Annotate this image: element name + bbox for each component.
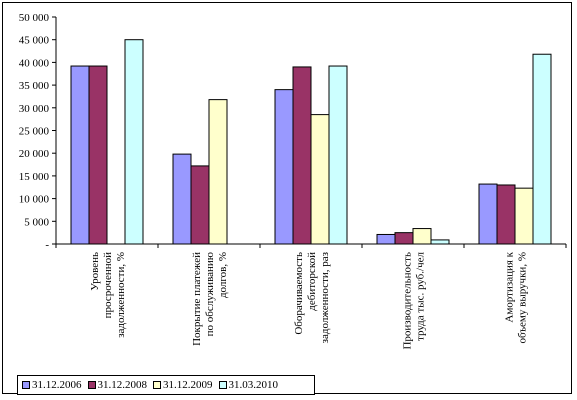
y-tick-label: 15 000 <box>19 171 50 183</box>
y-tick-label: 20 000 <box>19 148 50 160</box>
y-tick-label: 40 000 <box>19 57 50 69</box>
legend-item: 31.03.2010 <box>218 379 279 391</box>
bar <box>328 65 348 245</box>
legend-label: 31.12.2008 <box>97 379 148 391</box>
y-tick-label: 25 000 <box>19 126 50 138</box>
bar <box>532 53 552 245</box>
bars <box>70 39 552 245</box>
category-label: задолженности, раз <box>319 252 331 343</box>
bar <box>394 232 414 245</box>
category-label: объему выручки, % <box>517 252 529 343</box>
bar <box>478 183 498 245</box>
bar <box>496 184 516 245</box>
category-label: долгов, % <box>217 252 229 298</box>
y-tick-label: 35 000 <box>19 80 50 92</box>
category-labels: Уровень просроченной задолженности, % Покры… <box>89 251 529 349</box>
bar <box>172 153 192 245</box>
chart-plot: - 5 000 10 000 15 000 20 000 25 000 30 000 35 0… <box>19 12 567 350</box>
bar <box>430 239 450 245</box>
category-label: Уровень <box>89 252 101 291</box>
bar <box>274 89 294 245</box>
chart-frame: - 5 000 10 000 15 000 20 000 25 000 30 000 35 0… <box>2 2 572 395</box>
legend-item: 31.12.2006 <box>22 379 82 391</box>
x-axis <box>55 243 567 248</box>
y-tick-label: 5 000 <box>24 216 49 228</box>
category-label: по обслуживанию <box>204 252 216 336</box>
legend-label: 31.12.2009 <box>163 379 213 391</box>
legend-swatch <box>153 381 161 389</box>
bar <box>190 165 210 245</box>
legend-label: 31.12.2006 <box>32 379 82 391</box>
legend-swatch <box>87 381 96 389</box>
category-label: задолженности, % <box>115 252 127 338</box>
bar <box>514 187 534 245</box>
bar <box>208 99 228 245</box>
legend: 31.12.2006 31.12.2008 31.12.2009 31.03.2010 <box>17 375 315 395</box>
category-label: дебиторской <box>306 252 318 311</box>
y-tick-label: 10 000 <box>19 194 50 206</box>
category-label: Производительность <box>402 252 414 350</box>
bar <box>310 114 330 245</box>
y-tick-label: - <box>45 239 49 251</box>
category-label: Покрытие платежей <box>191 252 203 346</box>
bar <box>292 66 312 245</box>
legend-swatch <box>22 381 30 389</box>
category-label: Амортизация к <box>504 251 516 322</box>
bar <box>70 65 90 245</box>
bar <box>376 233 396 245</box>
bar <box>124 39 144 245</box>
y-axis: - 5 000 10 000 15 000 20 000 25 000 30 000 35 0… <box>19 12 57 251</box>
legend-item: 31.12.2008 <box>87 379 148 391</box>
legend-swatch <box>218 381 227 389</box>
y-tick-label: 30 000 <box>19 103 50 115</box>
category-label: труда тыс. руб./чел <box>415 251 427 340</box>
legend-item: 31.12.2009 <box>153 379 213 391</box>
legend-label: 31.03.2010 <box>228 379 279 391</box>
y-tick-label: 50 000 <box>19 12 50 24</box>
bar <box>412 228 432 245</box>
bar <box>88 65 108 245</box>
category-label: Оборачиваемость <box>293 252 305 335</box>
y-tick-label: 45 000 <box>19 35 50 47</box>
category-label: просроченной <box>102 252 114 318</box>
